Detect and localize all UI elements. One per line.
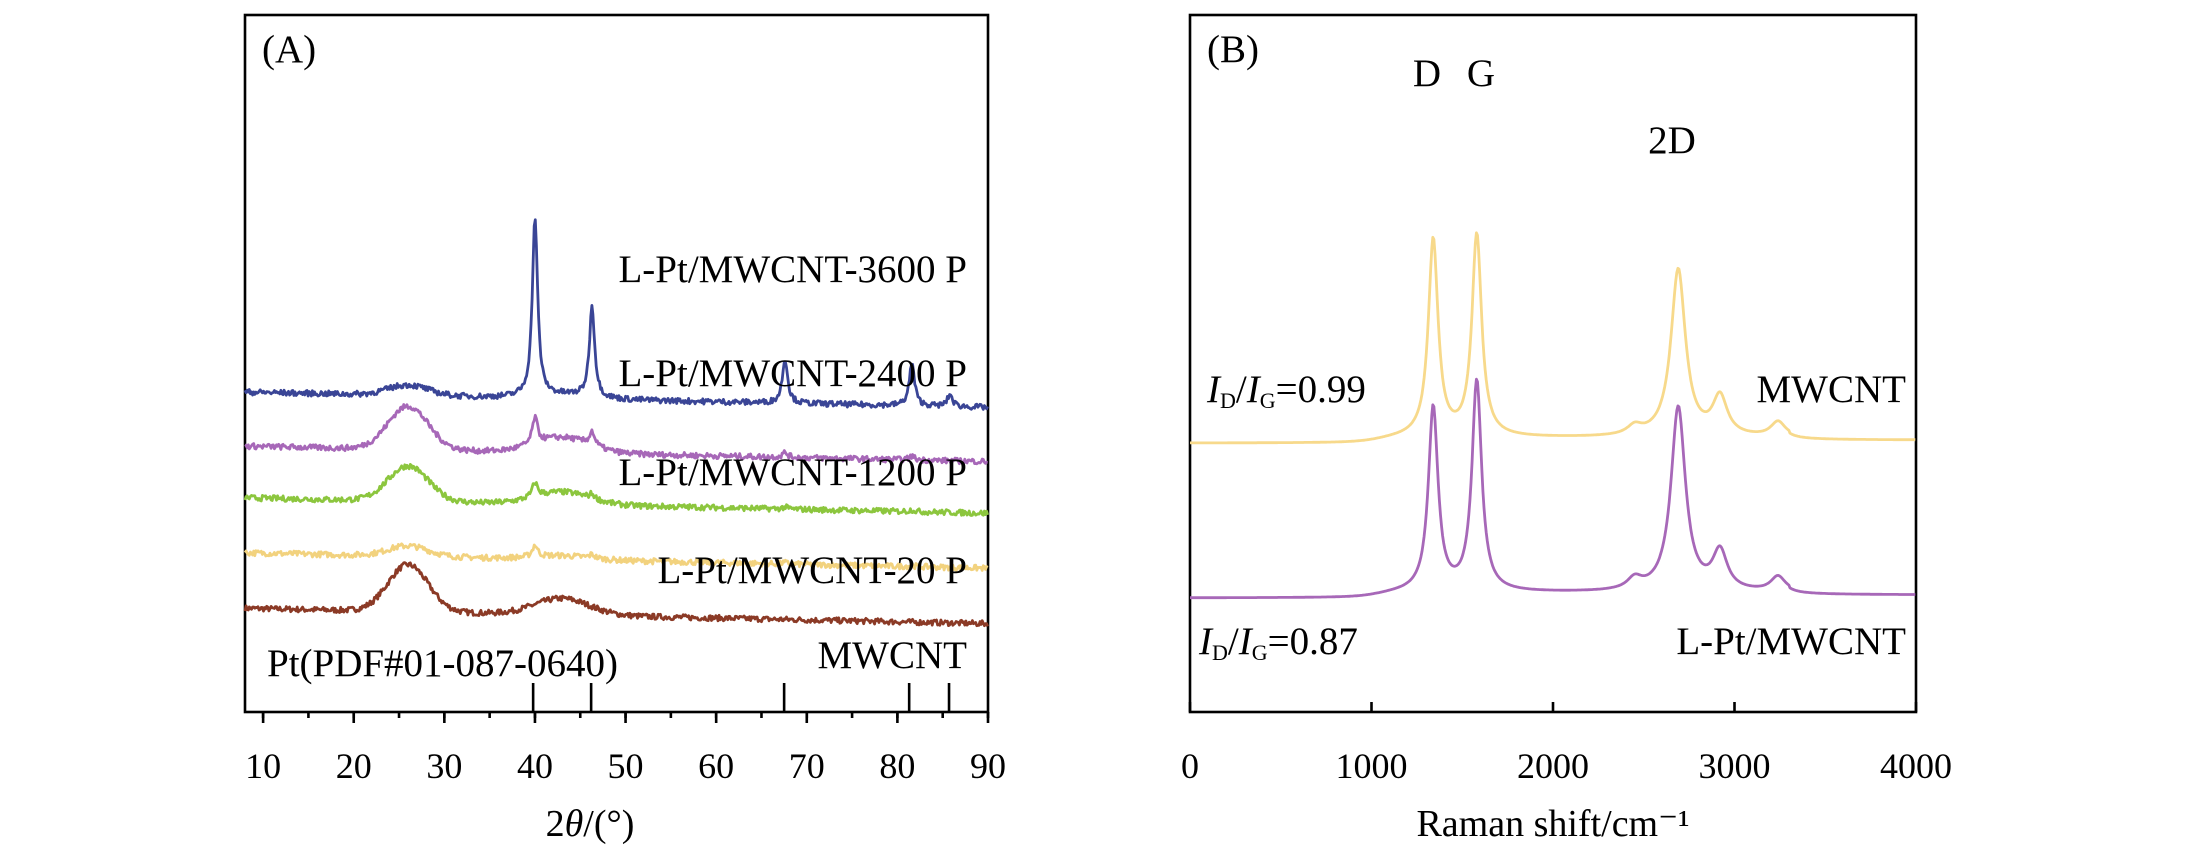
ratio-mwcnt-value: =0.99 xyxy=(1276,368,1366,411)
a-x-tick-label-5: 60 xyxy=(698,746,734,786)
peak-label-d: D xyxy=(1413,52,1441,95)
a-x-tick-label-0: 10 xyxy=(245,746,281,786)
b-x-tick-label-1: 1000 xyxy=(1336,746,1408,786)
x-title-suffix: /(°) xyxy=(583,803,634,845)
ratio-mwcnt: ID/IG=0.99 xyxy=(1206,368,1366,413)
ratio-lpt: ID/IG=0.87 xyxy=(1198,620,1358,665)
panel-a-x-ticks: 10 20 30 40 50 60 70 80 90 xyxy=(245,712,1006,786)
xrd-series-4 xyxy=(243,218,989,411)
a-x-tick-label-3: 40 xyxy=(517,746,553,786)
xrd-series-0 xyxy=(243,561,989,628)
b-x-tick-label-3: 3000 xyxy=(1699,746,1771,786)
xrd-series-1 xyxy=(243,542,989,572)
reference-label: Pt(PDF#01-087-0640) xyxy=(267,642,618,685)
panel-a: 10 20 30 40 50 60 70 80 90 (A) L-Pt/MWCNT-3600 P… xyxy=(243,13,1006,845)
series-label-3600: L-Pt/MWCNT-3600 P xyxy=(618,248,967,291)
series-label-mwcnt-b: MWCNT xyxy=(1757,368,1907,411)
xrd-series-2 xyxy=(243,463,989,517)
b-x-tick-label-0: 0 xyxy=(1181,746,1199,786)
series-label-20: L-Pt/MWCNT-20 P xyxy=(657,549,967,592)
a-x-tick-label-2: 30 xyxy=(426,746,462,786)
peak-label-2d: 2D xyxy=(1648,119,1696,162)
panel-a-reference-ticks xyxy=(531,683,951,712)
panel-b-x-axis-title: Raman shift/cm⁻¹ xyxy=(1416,803,1689,845)
panel-b-frame xyxy=(1188,13,1918,714)
a-x-tick-label-7: 80 xyxy=(879,746,915,786)
a-x-tick-label-8: 90 xyxy=(970,746,1006,786)
panel-b: 0 1000 2000 3000 4000 (B) D G 2D ID/IG=0.99 … xyxy=(1181,13,1952,845)
panel-b-x-ticks: 0 1000 2000 3000 4000 xyxy=(1181,702,1952,786)
panel-b-label: (B) xyxy=(1207,28,1259,71)
panel-a-curves xyxy=(243,218,989,628)
ratio-lpt-value: =0.87 xyxy=(1268,620,1358,663)
x-title-symbol: θ xyxy=(565,803,584,845)
series-label-2400: L-Pt/MWCNT-2400 P xyxy=(618,352,967,395)
panel-a-x-axis-title: 2θ/(°) xyxy=(546,803,635,845)
series-label-mwcnt-a: MWCNT xyxy=(818,634,968,677)
b-x-tick-label-2: 2000 xyxy=(1517,746,1589,786)
b-x-tick-label-4: 4000 xyxy=(1880,746,1952,786)
xrd-series-3 xyxy=(244,403,988,466)
a-x-tick-label-4: 50 xyxy=(608,746,644,786)
series-label-lpt-mwcnt: L-Pt/MWCNT xyxy=(1676,620,1906,663)
a-x-tick-label-1: 20 xyxy=(336,746,372,786)
panel-a-label: (A) xyxy=(262,28,316,71)
a-x-tick-label-6: 70 xyxy=(789,746,825,786)
series-label-1200: L-Pt/MWCNT-1200 P xyxy=(618,451,967,494)
raman-series-0 xyxy=(1189,231,1916,445)
panel-b-curves xyxy=(1189,231,1916,600)
raman-series-1 xyxy=(1189,377,1916,600)
x-title-prefix: 2 xyxy=(546,803,565,845)
panel-a-frame xyxy=(243,13,990,714)
peak-label-g: G xyxy=(1467,52,1495,95)
